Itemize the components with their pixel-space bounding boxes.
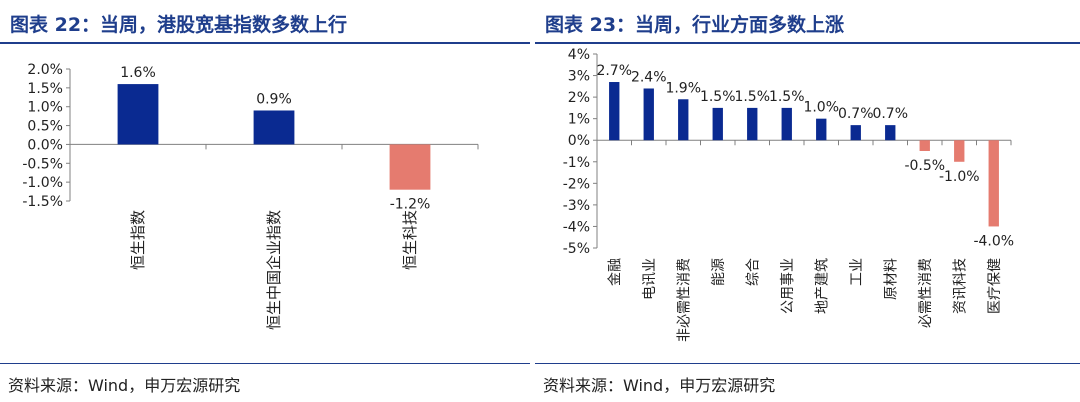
- right-chart-data-label: -1.0%: [939, 169, 980, 185]
- left-chart-panel: 图表 22：当周，港股宽基指数多数上行 2.0% 1.5% 1.0% 0.5% 0.0%…: [0, 0, 530, 402]
- right-chart-y-tick-label: -3%: [563, 198, 590, 214]
- left-chart-title: 图表 22：当周，港股宽基指数多数上行: [10, 14, 348, 36]
- right-chart-data-label: 0.7%: [838, 106, 874, 122]
- right-chart-bar: [850, 125, 861, 141]
- right-chart-y-tick-label: -5%: [563, 241, 590, 257]
- right-chart-bar: [781, 107, 792, 141]
- left-chart-y-tick-label: 1.5%: [27, 81, 63, 97]
- right-chart-y-tick-label: -1%: [563, 155, 590, 171]
- right-chart-bar: [988, 140, 999, 227]
- right-chart-category-label: 金融: [607, 258, 623, 286]
- right-chart-y-tick-label: -2%: [563, 176, 590, 192]
- right-chart-data-label: 1.5%: [700, 89, 736, 105]
- left-bar-chart: 2.0% 1.5% 1.0% 0.5% 0.0% -0.5% -1.0% -1.5% 1.6% 恒…: [22, 62, 479, 330]
- right-source-note: 资料来源：Wind，申万宏源研究: [543, 376, 776, 395]
- right-bar-chart: 4% 3% 2% 1% 0% -1% -2% -3% -4% -5% 2.7% 金融 2.4% 电讯业 1.…: [563, 47, 1014, 342]
- right-chart-bar: [885, 125, 896, 141]
- right-chart-data-label: 2.7%: [596, 63, 632, 79]
- left-title-rule: [0, 42, 530, 44]
- left-chart-y-tick-label: 0.5%: [27, 119, 63, 135]
- left-chart-y-tick-label: 2.0%: [27, 62, 63, 78]
- right-chart-bar: [816, 118, 827, 141]
- right-chart-bar: [954, 140, 965, 162]
- right-chart-bar: [678, 99, 689, 141]
- left-source-rule: [0, 363, 530, 364]
- left-chart-y-tick-label: -0.5%: [22, 156, 63, 172]
- left-source-note: 资料来源：Wind，申万宏源研究: [8, 376, 241, 395]
- left-chart-y-tick-label: 0.0%: [27, 137, 63, 153]
- right-chart-data-label: 2.4%: [631, 69, 667, 85]
- right-chart-data-label: 1.9%: [665, 80, 701, 96]
- right-chart-category-label: 地产建筑: [814, 258, 830, 314]
- right-chart-category-label: 电讯业: [642, 258, 658, 300]
- right-chart-data-label: 0.7%: [872, 106, 908, 122]
- left-chart-category-label: 恒生中国企业指数: [265, 210, 283, 330]
- left-chart-bar: [253, 110, 295, 145]
- left-chart-bar: [389, 144, 431, 190]
- left-chart-category-label: 恒生科技: [401, 210, 419, 270]
- right-chart-category-label: 公用事业: [780, 258, 796, 314]
- right-title-rule: [535, 42, 1080, 44]
- right-chart-category-label: 医疗保健: [987, 258, 1003, 314]
- left-chart-data-label: 1.6%: [120, 65, 156, 81]
- right-chart-data-label: -4.0%: [973, 233, 1014, 249]
- right-chart-bar: [919, 140, 930, 151]
- left-chart-bar: [117, 84, 159, 145]
- right-chart-category-label: 原材料: [883, 258, 899, 300]
- right-chart-y-tick-label: 3%: [568, 69, 590, 85]
- right-chart-category-label: 必需性消费: [918, 258, 934, 328]
- right-chart-panel: 图表 23：当周，行业方面多数上涨 4% 3% 2% 1% 0% -1% -2% -3% -4%…: [535, 0, 1080, 402]
- right-chart-y-tick-label: -4%: [563, 219, 590, 235]
- right-chart-bar: [643, 88, 654, 141]
- right-chart-category-label: 工业: [849, 258, 865, 286]
- left-chart-y-tick-label: 1.0%: [27, 100, 63, 116]
- left-chart-y-tick-label: -1.0%: [22, 175, 63, 191]
- right-chart-bar: [712, 107, 723, 141]
- right-chart-category-label: 能源: [711, 258, 727, 286]
- right-chart-bar: [609, 82, 620, 141]
- right-chart-category-label: 非必需性消费: [676, 258, 692, 342]
- left-chart-data-label: 0.9%: [256, 91, 292, 107]
- right-chart-data-label: -0.5%: [904, 158, 945, 174]
- right-chart-y-tick-label: 1%: [568, 112, 590, 128]
- right-chart-category-label: 资讯科技: [952, 258, 968, 314]
- left-chart-y-tick-label: -1.5%: [22, 194, 63, 210]
- right-chart-y-tick-label: 0%: [568, 133, 590, 149]
- right-chart-title: 图表 23：当周，行业方面多数上涨: [545, 14, 845, 36]
- left-chart-category-label: 恒生指数: [129, 210, 147, 270]
- right-chart-category-label: 综合: [745, 258, 761, 286]
- right-chart-y-tick-label: 4%: [568, 47, 590, 63]
- right-chart-y-tick-label: 2%: [568, 90, 590, 106]
- right-chart-data-label: 1.5%: [769, 89, 805, 105]
- right-chart-data-label: 1.0%: [803, 100, 839, 116]
- left-chart-data-label: -1.2%: [390, 197, 431, 213]
- right-chart-bar: [747, 107, 758, 141]
- right-source-rule: [535, 363, 1080, 364]
- right-chart-data-label: 1.5%: [734, 89, 770, 105]
